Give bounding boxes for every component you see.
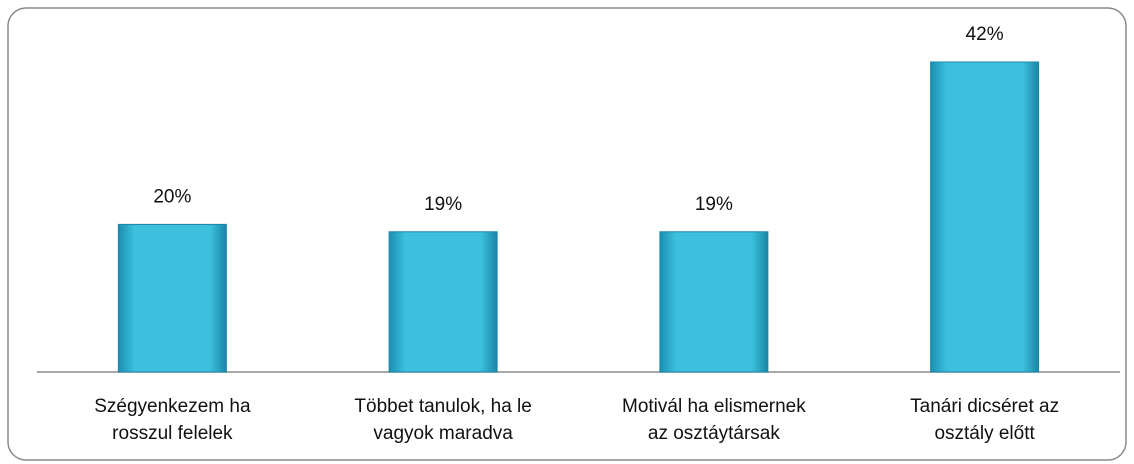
data-label: 19% bbox=[695, 194, 733, 215]
x-tick-label: Szégyenkezem ha rosszul felelek bbox=[94, 396, 251, 444]
data-label: 20% bbox=[153, 186, 191, 207]
x-tick-label: Tanári dicséret az osztály előtt bbox=[910, 396, 1060, 444]
x-tick-label: Többet tanulok, ha le vagyok maradva bbox=[354, 396, 532, 444]
x-tick-label: Motivál ha elismernek az osztáytársak bbox=[622, 396, 806, 444]
data-label: 42% bbox=[966, 24, 1004, 45]
bar bbox=[659, 231, 769, 373]
bar bbox=[388, 231, 498, 373]
bar bbox=[930, 61, 1040, 373]
data-label: 19% bbox=[424, 194, 462, 215]
chart-border bbox=[7, 7, 1127, 461]
bar bbox=[117, 223, 227, 373]
